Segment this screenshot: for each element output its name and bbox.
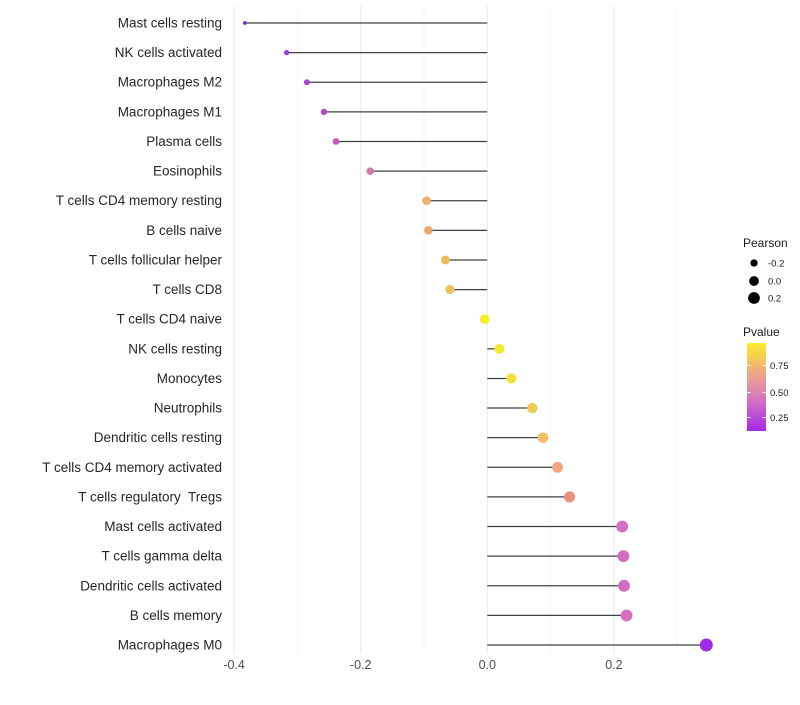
lollipop-point — [699, 638, 713, 652]
lollipop-point — [332, 138, 340, 145]
x-tick-label: -0.4 — [223, 658, 245, 672]
category-label: Monocytes — [157, 371, 223, 386]
lollipop-point — [494, 343, 505, 354]
category-label: Macrophages M1 — [118, 104, 222, 119]
lollipop-point — [424, 226, 433, 235]
lollipop-point — [506, 373, 517, 384]
category-label: B cells naive — [146, 223, 222, 238]
legend-pearson-title: Pearson — [743, 236, 788, 250]
legend-size-dot — [748, 292, 760, 304]
lollipop-point — [537, 432, 549, 444]
legend-colorbar-label: 0.75 — [770, 361, 789, 372]
category-label: Dendritic cells activated — [80, 578, 222, 593]
category-label: Eosinophils — [153, 164, 222, 179]
legend-size-label: 0.2 — [768, 294, 781, 305]
lollipop-point — [616, 520, 629, 533]
legend-size-label: 0.0 — [768, 277, 781, 288]
category-label: Dendritic cells resting — [94, 430, 222, 445]
category-label: T cells CD4 naive — [116, 312, 222, 327]
category-label: T cells follicular helper — [89, 252, 223, 267]
category-label: T cells regulatory Tregs — [78, 489, 222, 504]
category-label: Mast cells activated — [104, 519, 222, 534]
lollipop-point — [479, 314, 490, 325]
x-tick-label: -0.2 — [350, 658, 372, 672]
x-tick-label: 0.2 — [605, 658, 622, 672]
category-label: T cells CD8 — [152, 282, 222, 297]
lollipop-point — [564, 491, 576, 503]
category-label: Macrophages M0 — [118, 638, 222, 653]
category-label: Plasma cells — [146, 134, 222, 149]
category-label: T cells CD4 memory activated — [42, 460, 222, 475]
x-tick-label: 0.0 — [479, 658, 496, 672]
legend-size-dot — [750, 259, 758, 267]
category-label: B cells memory — [130, 608, 223, 623]
legend-colorbar-label: 0.25 — [770, 413, 789, 424]
legend-size-label: -0.2 — [768, 259, 784, 270]
category-label: Mast cells resting — [118, 16, 222, 31]
lollipop-point — [552, 461, 564, 473]
lollipop-point — [441, 255, 451, 265]
lollipop-point — [320, 108, 328, 116]
legend-size-dot — [749, 276, 759, 286]
legend-colorbar-label: 0.50 — [770, 388, 789, 399]
lollipop-point — [284, 49, 290, 56]
lollipop-point — [527, 402, 538, 414]
legend-colorbar — [747, 343, 766, 431]
category-label: Macrophages M2 — [118, 75, 222, 90]
category-label: T cells CD4 memory resting — [56, 193, 222, 208]
category-label: NK cells activated — [115, 45, 222, 60]
legend-pvalue-title: Pvalue — [743, 325, 780, 339]
lollipop-point — [617, 550, 630, 563]
lollipop-point — [303, 79, 310, 86]
category-label: NK cells resting — [128, 341, 222, 356]
category-label: Neutrophils — [154, 401, 223, 416]
lollipop-point — [366, 167, 374, 175]
lollipop-point — [445, 285, 455, 295]
lollipop-point — [620, 609, 633, 622]
lollipop-point — [243, 21, 247, 25]
category-label: T cells gamma delta — [101, 549, 222, 564]
lollipop-point — [422, 196, 431, 206]
lollipop-point — [618, 579, 630, 592]
